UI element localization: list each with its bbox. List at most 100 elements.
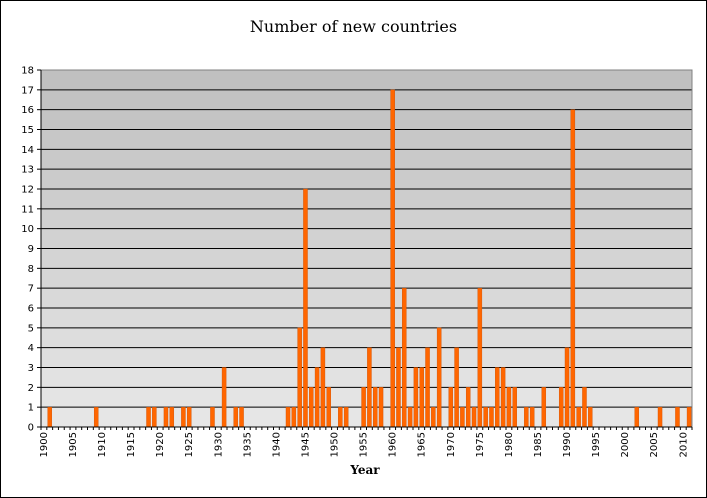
bar <box>471 406 477 428</box>
x-tick-label: 1940 <box>271 432 282 457</box>
bar <box>495 367 500 428</box>
x-tick-label: 1965 <box>417 432 428 457</box>
plot-band <box>41 89 692 110</box>
plot-band <box>41 387 692 408</box>
bar <box>500 367 506 428</box>
plot-band <box>41 70 692 90</box>
x-tick-label: 2010 <box>678 432 689 457</box>
bar <box>582 387 587 428</box>
plot-band <box>41 169 692 189</box>
bar <box>221 367 227 428</box>
bar <box>390 89 395 428</box>
bar <box>686 406 692 428</box>
bar <box>431 406 436 428</box>
bar <box>361 387 366 428</box>
bar <box>634 406 640 428</box>
bar <box>524 406 529 428</box>
y-tick-label: 0 <box>28 423 34 434</box>
x-tick-label: 1905 <box>68 432 79 457</box>
y-tick-label: 3 <box>28 363 34 374</box>
y-tick-label: 7 <box>28 284 34 295</box>
y-tick-label: 14 <box>21 145 34 156</box>
x-tick-label: 1920 <box>155 432 166 457</box>
y-tick-label: 9 <box>28 244 34 255</box>
bar <box>558 387 564 428</box>
bar <box>436 327 442 428</box>
bar <box>93 406 99 428</box>
y-tick-label: 6 <box>28 304 34 315</box>
y-tick-label: 2 <box>28 383 34 394</box>
axes <box>37 69 693 430</box>
y-tick-label: 13 <box>21 165 34 176</box>
x-tick-labels: 1900 1905 1910 1915 1920 1925 1930 1935 1940 1945… <box>39 432 689 457</box>
plot-band <box>41 308 692 328</box>
plot-band <box>41 248 692 269</box>
bar <box>163 406 169 428</box>
x-tick-label: 2005 <box>649 432 660 457</box>
bar <box>47 406 52 428</box>
plot-background-bands <box>41 70 692 427</box>
bar <box>210 406 215 428</box>
bar <box>506 387 512 428</box>
bar <box>529 406 535 428</box>
bar <box>239 406 244 428</box>
bar <box>146 406 151 428</box>
bar <box>309 387 314 428</box>
y-tick-label: 5 <box>28 323 34 334</box>
bar <box>181 406 186 428</box>
x-tick-label: 1950 <box>330 432 341 457</box>
bar <box>314 367 320 428</box>
bar <box>320 347 326 428</box>
x-tick-label: 1900 <box>39 432 50 457</box>
bar <box>588 406 593 428</box>
bar <box>326 387 331 428</box>
y-tick-label: 11 <box>21 204 34 215</box>
plot-band <box>41 208 692 229</box>
plot-band <box>41 149 692 170</box>
plot-band <box>41 407 692 427</box>
bar <box>303 188 308 428</box>
bar <box>233 406 238 428</box>
bar <box>285 406 291 428</box>
x-tick-label: 1980 <box>504 432 515 457</box>
plot-band <box>41 189 692 209</box>
x-tick-label: 1975 <box>475 432 486 457</box>
y-tick-label: 1 <box>28 403 34 414</box>
bar <box>489 406 494 428</box>
bar <box>372 387 378 428</box>
bar <box>338 406 343 428</box>
y-tick-label: 16 <box>21 105 34 116</box>
bar <box>396 347 401 428</box>
plot-band <box>41 347 692 368</box>
x-tick-label: 1930 <box>213 432 224 457</box>
y-tick-label: 15 <box>21 125 34 136</box>
x-tick-label: 1910 <box>97 432 108 457</box>
x-tick-label: 1990 <box>562 432 573 457</box>
y-tick-label: 10 <box>21 224 34 235</box>
x-tick-label: 2000 <box>620 432 631 457</box>
plot-band <box>41 288 692 308</box>
bar <box>419 367 424 428</box>
y-tick-label: 12 <box>21 185 34 196</box>
y-tick-label: 4 <box>28 343 34 354</box>
x-tick-label: 1915 <box>126 432 137 457</box>
bar <box>483 406 488 428</box>
x-tick-label: 1960 <box>388 432 399 457</box>
bar <box>413 367 419 428</box>
plot-band <box>41 327 692 348</box>
bar <box>564 347 570 428</box>
plot-band <box>41 367 692 388</box>
y-tick-label: 18 <box>21 66 34 77</box>
plot-band <box>41 129 692 150</box>
x-tick-label: 1970 <box>446 432 457 457</box>
bar <box>465 387 471 428</box>
chart-title: Number of new countries <box>249 17 458 36</box>
bar <box>297 327 302 428</box>
bar <box>425 347 430 428</box>
y-tick-label: 17 <box>21 85 34 96</box>
plot-band <box>41 109 692 130</box>
x-tick-label: 1985 <box>533 432 544 457</box>
bar <box>152 406 157 428</box>
